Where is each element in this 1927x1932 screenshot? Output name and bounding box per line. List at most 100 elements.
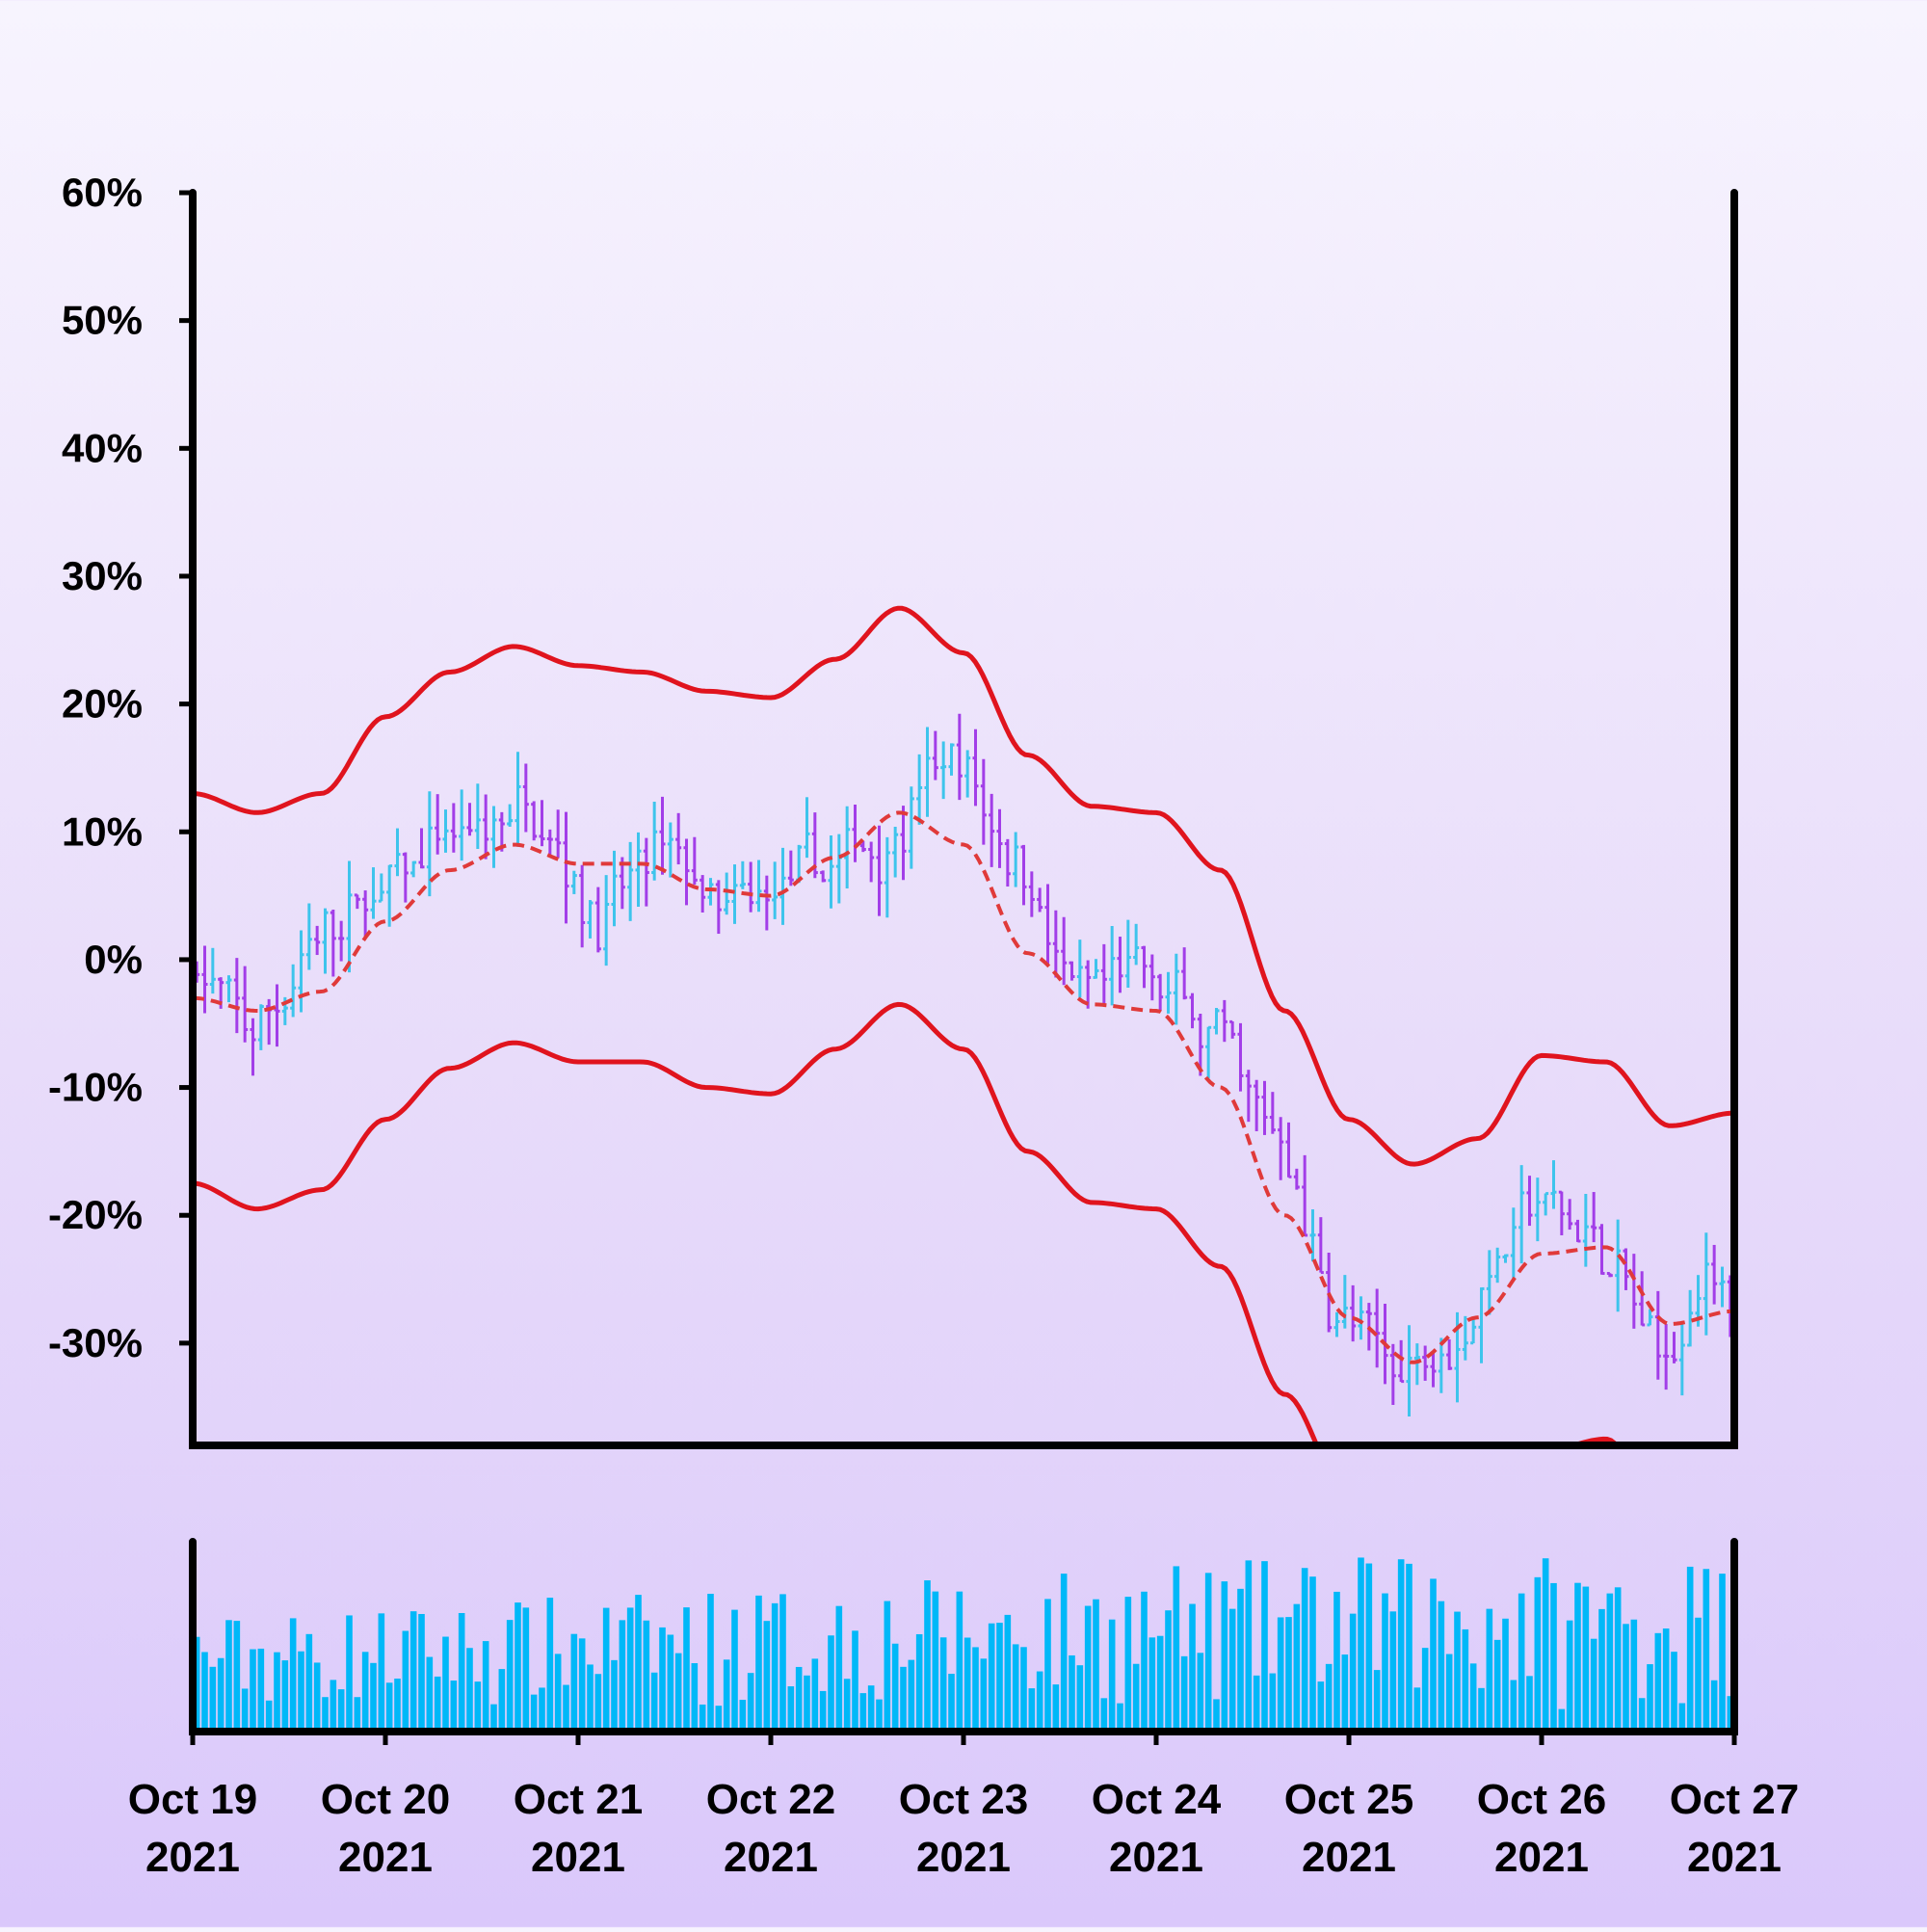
x-tick-label-year: 2021 — [145, 1834, 240, 1881]
volume-bar — [1084, 1605, 1092, 1732]
volume-bar — [779, 1594, 786, 1732]
x-tick-label-date: Oct 20 — [321, 1776, 451, 1823]
ohlc-bar — [1518, 1165, 1525, 1264]
ohlc-bar — [876, 825, 883, 916]
volume-bar — [466, 1648, 473, 1732]
volume-bar — [250, 1649, 256, 1732]
x-tick-label-year: 2021 — [1494, 1834, 1589, 1881]
volume-bar — [787, 1686, 795, 1732]
volume-bar — [602, 1607, 610, 1732]
ohlc-bar — [804, 797, 810, 859]
ohlc-bar — [659, 796, 666, 875]
ohlc-bar — [611, 850, 618, 927]
volume-bar — [409, 1611, 417, 1732]
ohlc-bar — [1309, 1209, 1316, 1262]
ohlc-bar — [1358, 1296, 1364, 1340]
volume-bar — [667, 1634, 674, 1732]
ohlc-bar — [426, 791, 433, 897]
x-tick-label-date: Oct 23 — [899, 1776, 1029, 1823]
ohlc-bar — [1543, 1192, 1549, 1216]
volume-bar — [426, 1656, 434, 1732]
ohlc-bar — [290, 964, 297, 1018]
volume-bar — [539, 1687, 545, 1732]
volume-bar — [1534, 1576, 1542, 1732]
volume-bar — [1012, 1644, 1019, 1732]
ohlc-bar — [739, 860, 746, 889]
ohlc-bar — [924, 727, 931, 817]
ohlc-bar — [1430, 1351, 1437, 1388]
ohlc-bar — [1406, 1325, 1412, 1417]
ohlc-bar — [1020, 844, 1027, 906]
x-tick-label-year: 2021 — [1302, 1834, 1396, 1881]
lower-band-line — [193, 1001, 1621, 1445]
ohlc-bar — [1109, 925, 1116, 1006]
ohlc-bar — [555, 809, 562, 859]
ohlc-bar — [667, 822, 673, 878]
volume-bar — [1100, 1698, 1108, 1732]
volume-bar — [1695, 1617, 1702, 1732]
volume-bar — [1502, 1618, 1509, 1732]
volume-bar — [1341, 1654, 1349, 1732]
ohlc-bar — [450, 803, 457, 853]
volume-bar — [1623, 1624, 1629, 1732]
volume-bar — [201, 1652, 208, 1732]
volume-bar — [354, 1697, 361, 1732]
volume-bar — [795, 1666, 803, 1732]
volume-bar — [1269, 1673, 1277, 1732]
ohlc-bar — [908, 786, 914, 869]
ohlc-bar — [900, 806, 907, 881]
ohlc-bar — [1398, 1339, 1405, 1384]
ohlc-bar — [1205, 1025, 1212, 1079]
volume-bar — [530, 1694, 538, 1732]
volume-bar — [330, 1680, 337, 1732]
volume-bar — [1671, 1652, 1677, 1732]
ohlc-bar — [257, 1004, 264, 1050]
y-tick-label: 0% — [84, 937, 143, 982]
ohlc-bar — [715, 880, 722, 935]
ohlc-bar — [250, 1018, 256, 1076]
ohlc-bar — [964, 750, 971, 798]
volume-bar — [908, 1659, 915, 1732]
ohlc-bar — [330, 910, 336, 977]
ohlc-bar — [1422, 1345, 1429, 1381]
price-panel — [194, 713, 1733, 1417]
ohlc-bar — [225, 975, 232, 1003]
volume-bar — [1654, 1632, 1662, 1732]
x-tick-label-year: 2021 — [916, 1834, 1011, 1881]
volume-bar — [193, 1636, 200, 1732]
volume-bar — [1093, 1599, 1099, 1732]
volume-bar — [715, 1706, 723, 1732]
ohlc-bar — [435, 794, 441, 855]
ohlc-bar — [1302, 1154, 1308, 1237]
ohlc-bar — [1606, 1272, 1613, 1278]
volume-bar — [1606, 1593, 1614, 1732]
volume-bar — [587, 1664, 594, 1732]
volume-bar — [1349, 1613, 1357, 1732]
volume-bar — [370, 1662, 377, 1732]
volume-bar — [498, 1669, 506, 1732]
ohlc-bar — [868, 841, 875, 883]
ohlc-bar — [546, 829, 553, 858]
ohlc-bar — [1141, 945, 1148, 989]
volume-bar — [1060, 1574, 1068, 1732]
ohlc-bar — [1189, 992, 1196, 1029]
volume-bar — [1148, 1637, 1156, 1732]
upper-band-line — [193, 605, 1734, 1167]
volume-bar — [1614, 1587, 1622, 1732]
ohlc-bar — [1550, 1160, 1557, 1209]
ohlc-bar — [322, 908, 329, 974]
ohlc-bar — [1510, 1207, 1517, 1281]
volume-bar — [828, 1635, 834, 1732]
ohlc-bar — [828, 834, 834, 909]
volume-bar — [1124, 1597, 1132, 1732]
price-axes-frame — [189, 189, 1738, 1449]
volume-bar — [964, 1637, 971, 1732]
ohlc-bar — [1350, 1284, 1357, 1342]
ohlc-bar — [563, 811, 569, 924]
ohlc-bar — [844, 806, 851, 888]
ohlc-bar — [1229, 1019, 1236, 1039]
x-tick-label-date: Oct 24 — [1092, 1776, 1222, 1823]
ohlc-bar — [1478, 1286, 1485, 1363]
ohlc-bar — [1076, 940, 1083, 998]
volume-bar — [578, 1638, 586, 1732]
